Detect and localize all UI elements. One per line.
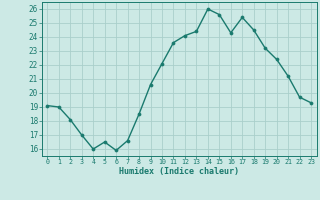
X-axis label: Humidex (Indice chaleur): Humidex (Indice chaleur) (119, 167, 239, 176)
